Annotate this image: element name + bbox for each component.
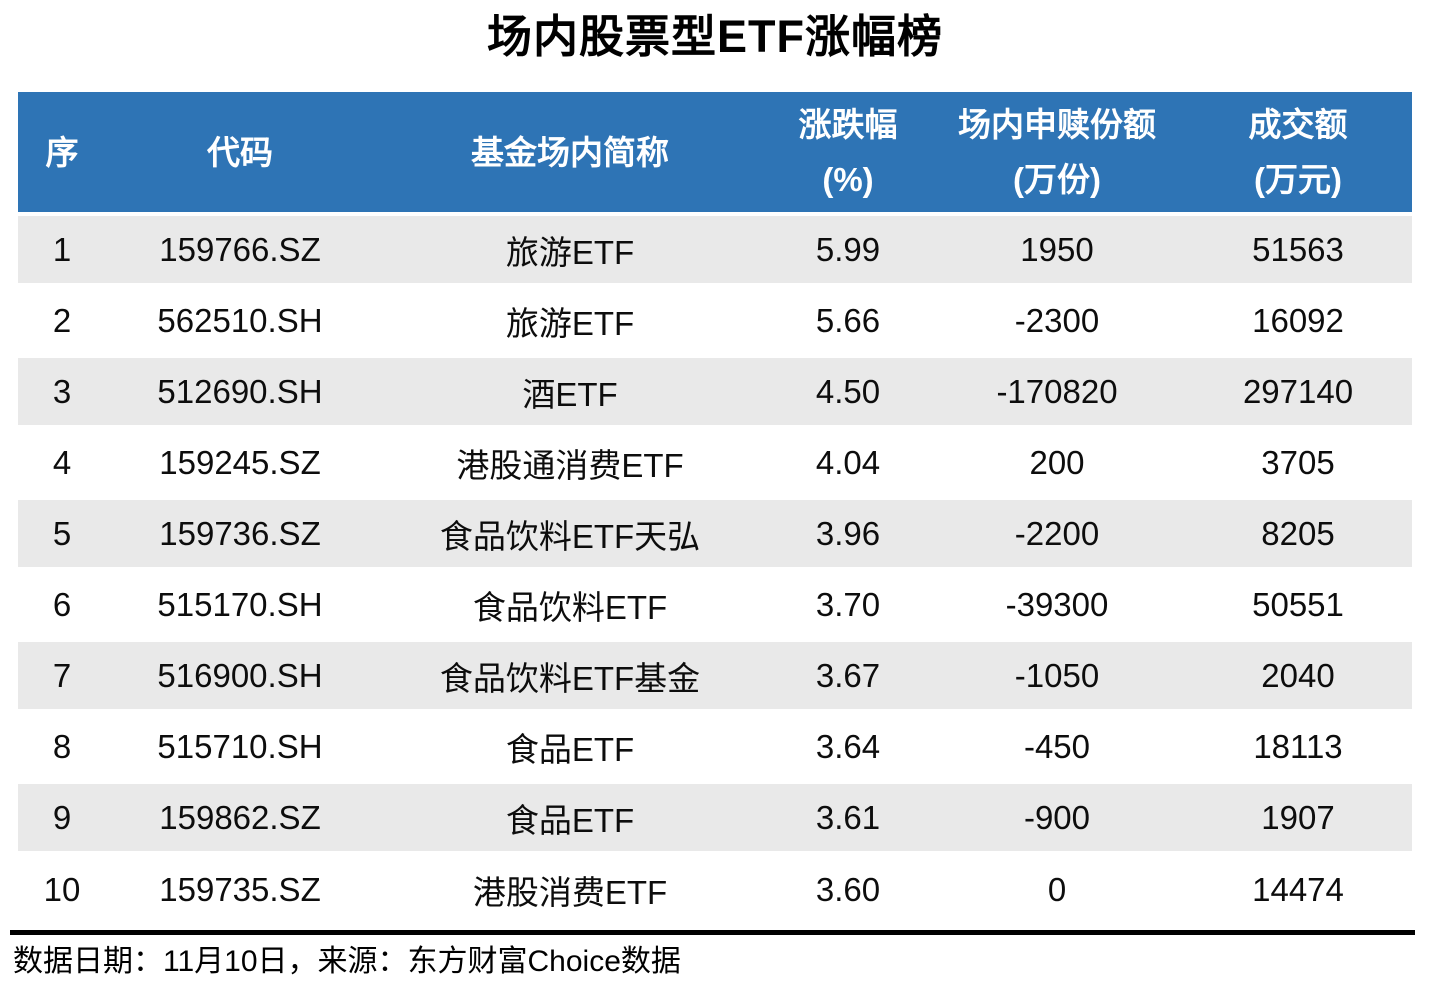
cell-change: 3.61 (766, 780, 930, 853)
page-title: 场内股票型ETF涨幅榜 (487, 11, 943, 62)
cell-rank: 10 (18, 851, 106, 924)
cell-rank: 7 (18, 638, 106, 711)
cell-change: 5.99 (766, 212, 930, 285)
cell-turnover: 3705 (1184, 425, 1412, 498)
cell-turnover: 18113 (1184, 709, 1412, 782)
cell-turnover: 8205 (1184, 496, 1412, 569)
col-header-code: 代码 (106, 92, 374, 214)
cell-change: 3.64 (766, 709, 930, 782)
table-header: 序 代码 基金场内简称 涨跌幅 (%) 场内申赎份额 (万份) 成交额 (18, 92, 1412, 214)
table-row: 5 159736.SZ 食品饮料ETF天弘 3.96 -2200 8205 (18, 496, 1412, 569)
table-row: 7 516900.SH 食品饮料ETF基金 3.67 -1050 2040 (18, 638, 1412, 711)
cell-code: 159766.SZ (106, 212, 374, 285)
cell-change: 4.04 (766, 425, 930, 498)
cell-turnover: 2040 (1184, 638, 1412, 711)
table-body: 1 159766.SZ 旅游ETF 5.99 1950 51563 2 5625… (18, 212, 1412, 924)
col-header-change: 涨跌幅 (%) (766, 92, 930, 214)
table-row: 6 515170.SH 食品饮料ETF 3.70 -39300 50551 (18, 567, 1412, 640)
cell-name: 食品饮料ETF基金 (374, 638, 766, 711)
cell-name: 食品饮料ETF天弘 (374, 496, 766, 569)
col-header-turnover: 成交额 (万元) (1184, 92, 1412, 214)
table-row: 10 159735.SZ 港股消费ETF 3.60 0 14474 (18, 851, 1412, 924)
cell-rank: 5 (18, 496, 106, 569)
cell-code: 516900.SH (106, 638, 374, 711)
cell-change: 4.50 (766, 354, 930, 427)
cell-code: 159245.SZ (106, 425, 374, 498)
cell-rank: 2 (18, 283, 106, 356)
cell-name: 旅游ETF (374, 212, 766, 285)
cell-code: 159862.SZ (106, 780, 374, 853)
cell-change: 3.67 (766, 638, 930, 711)
cell-name: 食品ETF (374, 780, 766, 853)
cell-shares: -450 (930, 709, 1184, 782)
data-source-note: 数据日期：11月10日，来源：东方财富Choice数据 (13, 945, 681, 978)
col-header-rank-label: 序 (45, 133, 79, 171)
cell-code: 515710.SH (106, 709, 374, 782)
table-row: 1 159766.SZ 旅游ETF 5.99 1950 51563 (18, 212, 1412, 285)
table-row: 9 159862.SZ 食品ETF 3.61 -900 1907 (18, 780, 1412, 853)
cell-name: 食品ETF (374, 709, 766, 782)
cell-change: 3.60 (766, 851, 930, 924)
table-header-row: 序 代码 基金场内简称 涨跌幅 (%) 场内申赎份额 (万份) 成交额 (18, 92, 1412, 214)
table-row: 8 515710.SH 食品ETF 3.64 -450 18113 (18, 709, 1412, 782)
cell-shares: -1050 (930, 638, 1184, 711)
col-header-shares-unit: (万份) (1013, 161, 1101, 198)
col-header-change-unit: (%) (822, 161, 874, 198)
cell-rank: 1 (18, 212, 106, 285)
cell-code: 515170.SH (106, 567, 374, 640)
col-header-turnover-label: 成交额 (1248, 106, 1348, 143)
cell-turnover: 14474 (1184, 851, 1412, 924)
cell-name: 酒ETF (374, 354, 766, 427)
cell-turnover: 51563 (1184, 212, 1412, 285)
cell-shares: -2200 (930, 496, 1184, 569)
cell-rank: 9 (18, 780, 106, 853)
cell-shares: -900 (930, 780, 1184, 853)
cell-name: 食品饮料ETF (374, 567, 766, 640)
col-header-name: 基金场内简称 (374, 92, 766, 214)
cell-shares: -170820 (930, 354, 1184, 427)
cell-shares: 1950 (930, 212, 1184, 285)
cell-change: 5.66 (766, 283, 930, 356)
cell-turnover: 297140 (1184, 354, 1412, 427)
table-row: 2 562510.SH 旅游ETF 5.66 -2300 16092 (18, 283, 1412, 356)
cell-shares: 200 (930, 425, 1184, 498)
col-header-shares-label: 场内申赎份额 (958, 106, 1156, 143)
table-row: 4 159245.SZ 港股通消费ETF 4.04 200 3705 (18, 425, 1412, 498)
cell-rank: 3 (18, 354, 106, 427)
col-header-name-label: 基金场内简称 (471, 133, 669, 171)
cell-shares: -2300 (930, 283, 1184, 356)
cell-turnover: 16092 (1184, 283, 1412, 356)
col-header-change-label: 涨跌幅 (798, 106, 898, 143)
cell-turnover: 50551 (1184, 567, 1412, 640)
cell-name: 旅游ETF (374, 283, 766, 356)
cell-name: 港股消费ETF (374, 851, 766, 924)
cell-shares: -39300 (930, 567, 1184, 640)
etf-table: 序 代码 基金场内简称 涨跌幅 (%) 场内申赎份额 (万份) 成交额 (18, 92, 1412, 924)
cell-rank: 4 (18, 425, 106, 498)
cell-rank: 8 (18, 709, 106, 782)
cell-shares: 0 (930, 851, 1184, 924)
col-header-shares: 场内申赎份额 (万份) (930, 92, 1184, 214)
cell-code: 562510.SH (106, 283, 374, 356)
cell-name: 港股通消费ETF (374, 425, 766, 498)
cell-rank: 6 (18, 567, 106, 640)
table-row: 3 512690.SH 酒ETF 4.50 -170820 297140 (18, 354, 1412, 427)
footer-divider (10, 930, 1415, 935)
col-header-rank: 序 (18, 92, 106, 214)
col-header-turnover-unit: (万元) (1254, 161, 1342, 198)
cell-turnover: 1907 (1184, 780, 1412, 853)
cell-code: 512690.SH (106, 354, 374, 427)
cell-code: 159735.SZ (106, 851, 374, 924)
cell-change: 3.96 (766, 496, 930, 569)
cell-change: 3.70 (766, 567, 930, 640)
col-header-code-label: 代码 (207, 133, 273, 171)
cell-code: 159736.SZ (106, 496, 374, 569)
